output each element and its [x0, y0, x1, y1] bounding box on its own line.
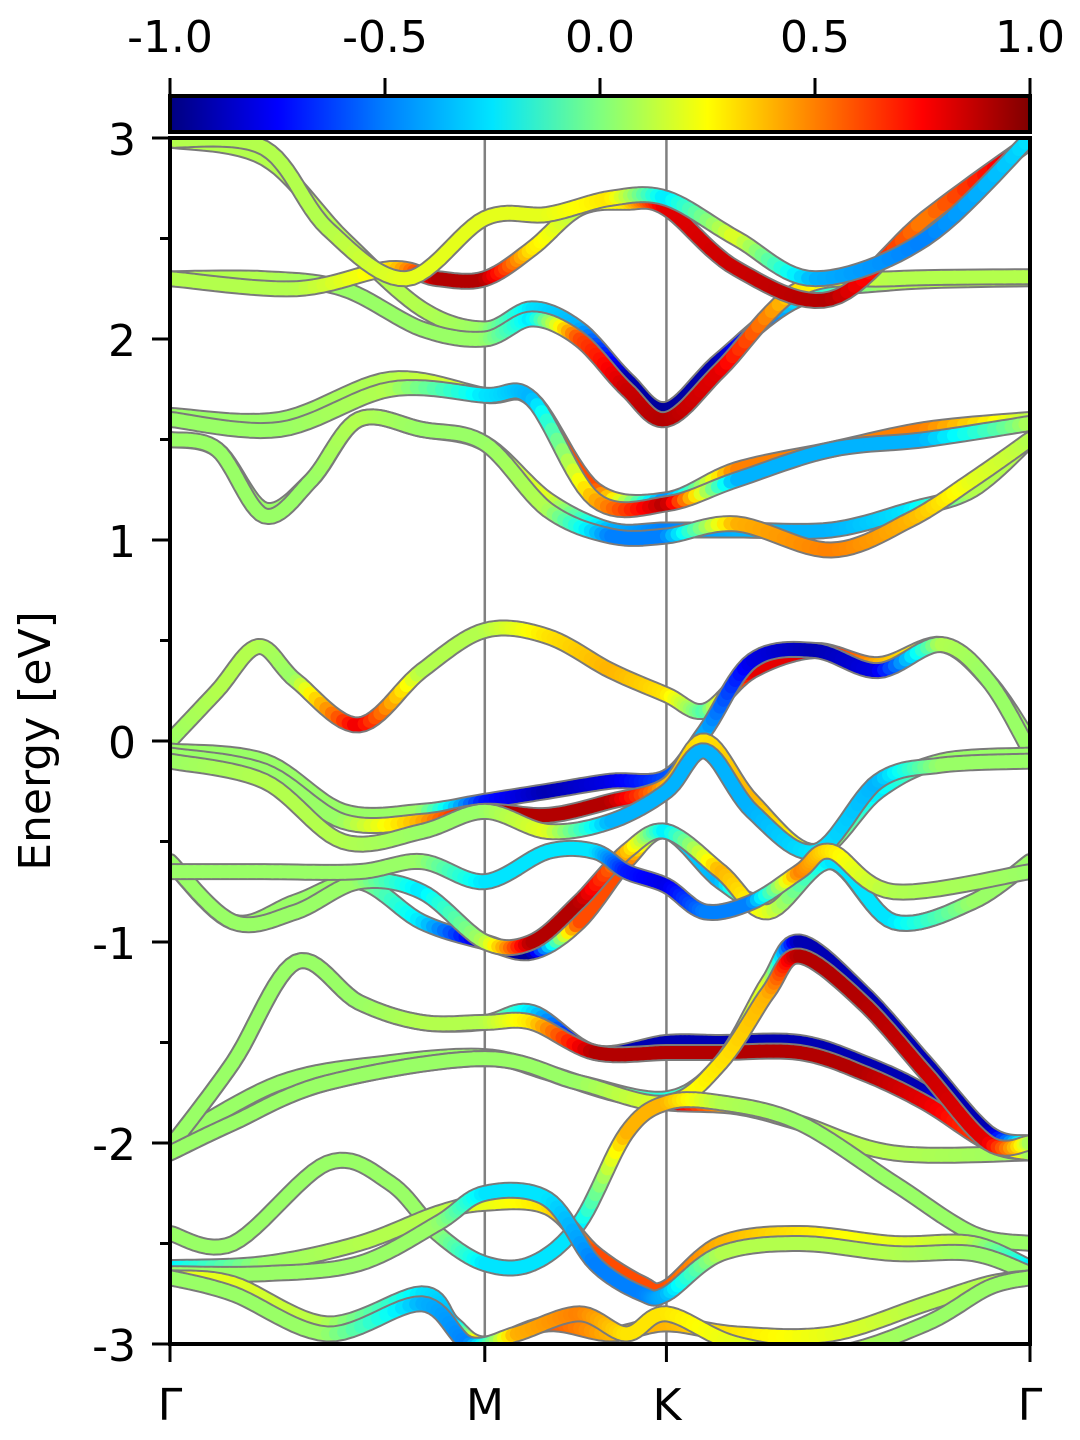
band-series — [170, 1269, 1030, 1355]
band-segment — [823, 1354, 831, 1355]
band-segment — [764, 1343, 769, 1344]
band-segment — [791, 1354, 799, 1355]
band-series — [170, 268, 1030, 429]
band-segment — [754, 1342, 768, 1344]
band-series — [170, 379, 1030, 519]
band-series — [170, 947, 1030, 1162]
k-point-label: M — [466, 1380, 504, 1431]
band-series — [170, 138, 1030, 288]
y-axis-ticks — [152, 136, 170, 1346]
band-segment — [782, 1353, 790, 1354]
colorbar-ticks — [168, 78, 1032, 96]
y-tick-label: -2 — [92, 1120, 136, 1171]
x-axis-ticks — [168, 1344, 1032, 1362]
y-tick-labels: 3 2 1 0 -1 -2 -3 — [92, 115, 136, 1372]
colorbar-tick-label: -1.0 — [127, 12, 213, 63]
y-tick-label: -1 — [92, 919, 136, 970]
band-series — [170, 1181, 1030, 1307]
y-tick-label: -3 — [92, 1321, 136, 1372]
band-series — [170, 1091, 1030, 1277]
band-segment — [774, 1352, 782, 1353]
k-point-label: K — [653, 1380, 683, 1431]
band-series — [170, 408, 1030, 559]
band-segment — [745, 1340, 763, 1344]
band-outline — [170, 268, 1030, 429]
band-series — [170, 839, 1030, 921]
colorbar-bar — [168, 94, 1032, 134]
band-segment — [831, 1353, 839, 1354]
bands — [170, 138, 1030, 1355]
plot-area — [152, 136, 1032, 1362]
k-point-label: Γ — [158, 1380, 183, 1431]
colorbar-tick-labels: -1.0 -0.5 0.0 0.5 1.0 — [127, 12, 1065, 63]
x-tick-labels: Γ M K Γ — [158, 1380, 1043, 1431]
band-series — [170, 619, 1030, 750]
band-segment — [839, 1351, 847, 1353]
band-segment — [850, 1343, 859, 1344]
y-tick-label: 0 — [108, 718, 136, 769]
k-point-label: Γ — [1018, 1380, 1043, 1431]
y-tick-label: 3 — [108, 115, 136, 166]
colorbar-tick-label: 0.0 — [565, 12, 635, 63]
y-axis-title: Energy [eV] — [10, 611, 61, 871]
band-series — [170, 742, 1030, 861]
colorbar: -1.0 -0.5 0.0 0.5 1.0 — [127, 12, 1065, 134]
plot-frame — [168, 136, 1032, 1346]
y-tick-label: 2 — [108, 316, 136, 367]
colorbar-tick-label: 1.0 — [995, 12, 1065, 63]
colorbar-tick-label: 0.5 — [780, 12, 850, 63]
y-tick-label: 1 — [108, 517, 136, 568]
band-segment — [851, 1340, 870, 1344]
colorbar-tick-label: -0.5 — [342, 12, 428, 63]
